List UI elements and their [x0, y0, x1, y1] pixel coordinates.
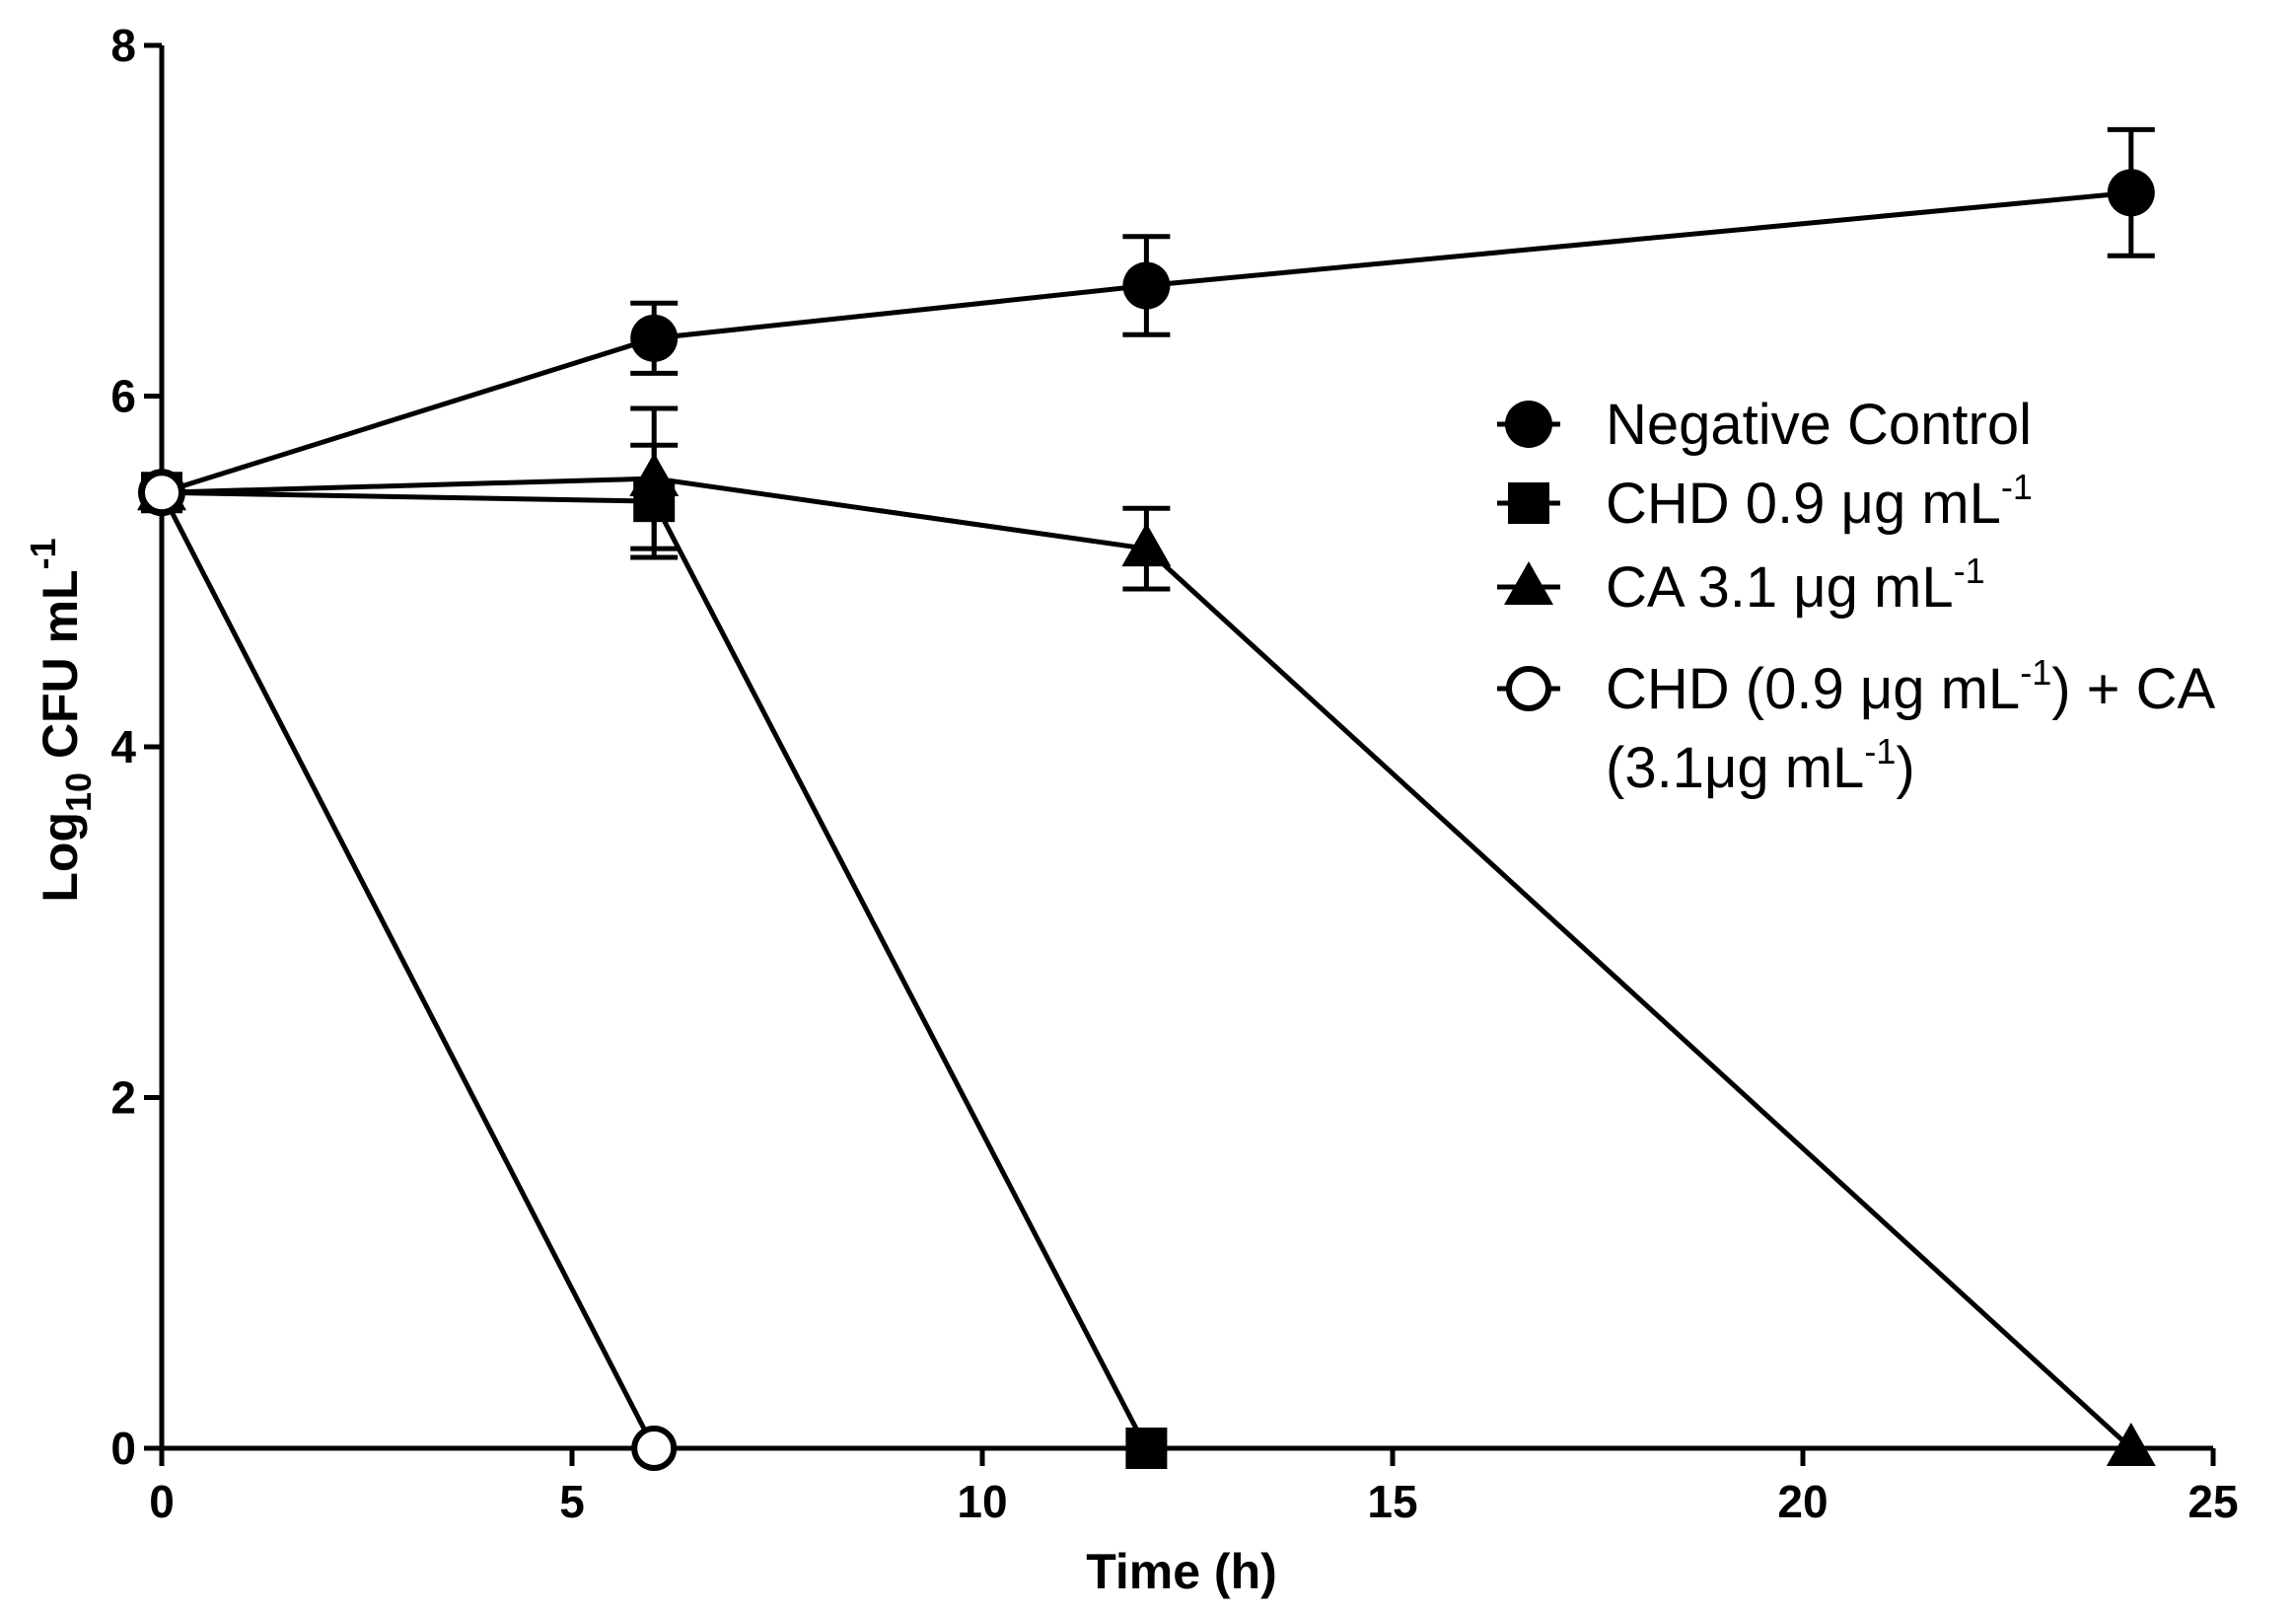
- legend-item-2: CA 3.1 μg mL-1: [1497, 550, 1985, 620]
- y-tick-label: 8: [110, 20, 136, 71]
- legend: Negative Control CHD 0.9 μg mL-1 CA 3.1 μg…: [1497, 393, 2216, 800]
- series-1: [141, 442, 1168, 1469]
- legend-label-line2: (3.1μg mL-1): [1606, 731, 1915, 800]
- series-line: [159, 491, 657, 1450]
- series-line: [161, 476, 2133, 1450]
- y-axis-title: Log10 CFU mL-1: [23, 538, 99, 902]
- x-tick-label: 5: [559, 1476, 585, 1527]
- series-line: [161, 189, 2132, 495]
- x-tick-label: 10: [957, 1476, 1007, 1527]
- series-0: [138, 126, 2155, 517]
- y-tick-label: 4: [110, 721, 136, 772]
- legend-item-3: CHD (0.9 μg mL-1) + CA (3.1μg mL-1): [1497, 652, 2216, 800]
- x-tick-label: 15: [1367, 1476, 1417, 1527]
- x-tick-label: 0: [149, 1476, 175, 1527]
- legend-marker: [1505, 401, 1552, 448]
- legend-marker: [1504, 561, 1553, 605]
- legend-label: Negative Control: [1606, 393, 2032, 457]
- y-tick-label: 0: [110, 1423, 136, 1474]
- legend-marker: [1508, 482, 1549, 524]
- series-line: [161, 489, 1149, 1450]
- data-point: [1122, 261, 1171, 310]
- data-point: [1125, 1428, 1168, 1469]
- axes: 0 2 4 6 8 0 5 10 15 20 25: [110, 20, 2238, 1527]
- legend-label: CHD 0.9 μg mL-1: [1606, 467, 2033, 536]
- data-point: [1121, 523, 1172, 567]
- series-3: [139, 470, 678, 1471]
- series-layer: [137, 126, 2156, 1471]
- data-point: [2106, 1423, 2156, 1466]
- legend-item-0: Negative Control: [1497, 393, 2032, 457]
- legend-marker: [1506, 666, 1551, 711]
- legend-item-1: CHD 0.9 μg mL-1: [1497, 467, 2033, 536]
- x-tick-label: 20: [1777, 1476, 1828, 1527]
- legend-label: CA 3.1 μg mL-1: [1606, 550, 1985, 620]
- data-point: [2107, 169, 2155, 217]
- data-point: [630, 314, 679, 362]
- y-tick-label: 2: [110, 1072, 136, 1124]
- legend-label: CHD (0.9 μg mL-1) + CA: [1606, 652, 2216, 721]
- data-point: [139, 470, 184, 516]
- x-axis-title: Time (h): [1086, 1544, 1277, 1599]
- x-tick-label: 25: [2188, 1476, 2238, 1527]
- y-axis-title-group: Log10 CFU mL-1: [23, 538, 99, 902]
- y-tick-label: 6: [110, 371, 136, 422]
- data-point: [629, 453, 680, 497]
- data-point: [631, 1426, 678, 1471]
